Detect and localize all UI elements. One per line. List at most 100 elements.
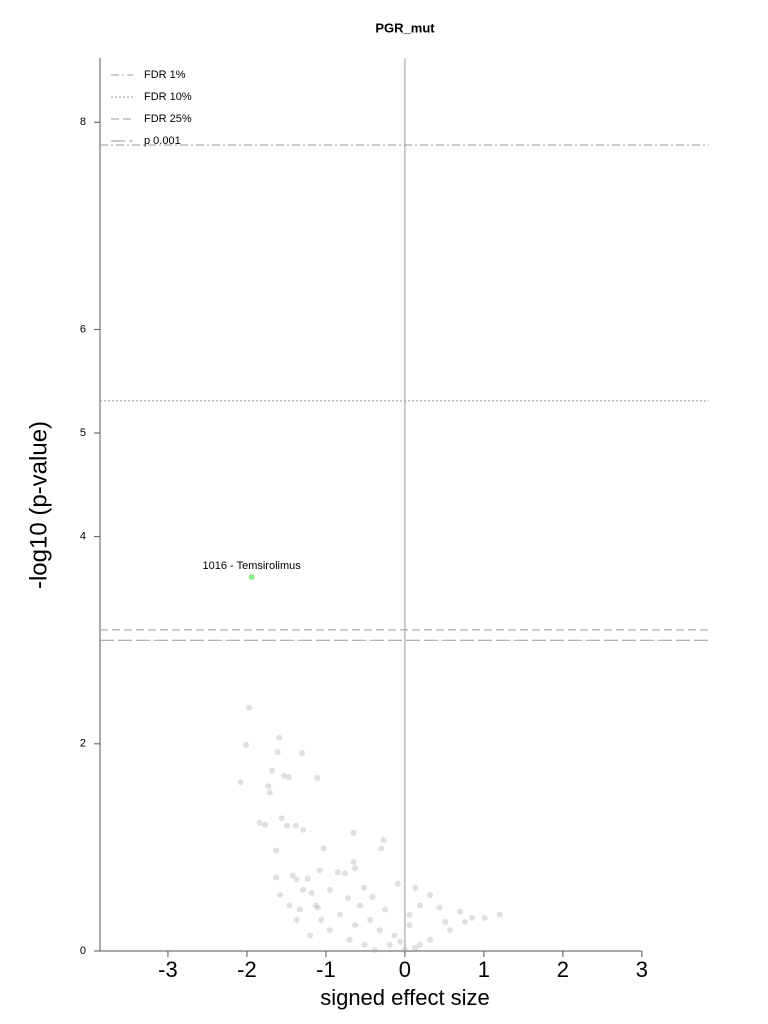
point (265, 783, 272, 790)
point (243, 741, 250, 748)
point (406, 911, 413, 918)
point (401, 946, 408, 953)
highlight-label: 1016 - Temsirolimus (203, 560, 302, 572)
point (391, 932, 398, 939)
point (427, 892, 434, 899)
point (406, 922, 413, 929)
point (496, 911, 503, 918)
x-tick-label: -2 (237, 957, 257, 982)
point (352, 922, 359, 929)
x-tick-label: -1 (316, 957, 336, 982)
point (296, 906, 303, 913)
point (412, 944, 419, 951)
x-tick-label: 2 (557, 957, 569, 982)
point (273, 874, 280, 881)
x-tick-label: 3 (636, 957, 648, 982)
x-tick-label: -3 (158, 957, 178, 982)
point (376, 927, 383, 934)
point (300, 826, 306, 833)
point (378, 845, 385, 852)
point (341, 870, 348, 877)
point (356, 902, 363, 909)
y-tick-label: 8 (80, 116, 86, 128)
point (299, 750, 306, 757)
point (367, 916, 374, 923)
point (360, 884, 367, 891)
point (346, 936, 353, 943)
highlight-point (248, 574, 255, 581)
point (274, 749, 281, 756)
point (394, 880, 401, 887)
point (337, 911, 344, 918)
point (292, 822, 299, 829)
legend-label: FDR 10% (144, 91, 192, 103)
point (273, 847, 280, 854)
point (345, 895, 352, 902)
point (312, 902, 319, 909)
point (285, 773, 292, 780)
point (350, 829, 357, 836)
point (416, 941, 423, 948)
point (278, 815, 285, 822)
point (318, 916, 325, 923)
y-tick-label: 2 (80, 738, 86, 750)
point (315, 904, 322, 911)
point (314, 774, 321, 781)
point (352, 865, 359, 872)
point (307, 932, 314, 939)
point (277, 892, 284, 899)
y-tick-label: 5 (80, 427, 86, 439)
point (412, 884, 419, 891)
point (246, 704, 253, 711)
point (293, 876, 300, 883)
point (457, 908, 464, 915)
point (386, 941, 393, 948)
point (308, 889, 315, 896)
point (382, 906, 389, 913)
x-axis-label: signed effect size (320, 985, 490, 1010)
legend-label: p 0.001 (144, 135, 181, 147)
y-tick-label: 6 (80, 323, 86, 335)
point (326, 886, 333, 893)
point (369, 894, 376, 901)
point (481, 914, 488, 921)
point (300, 886, 306, 893)
point (284, 822, 291, 829)
point (380, 837, 387, 844)
point (361, 941, 368, 948)
point (256, 819, 263, 826)
point (281, 772, 288, 779)
point (289, 872, 296, 879)
x-tick-label: 0 (399, 957, 411, 982)
point (334, 869, 341, 876)
point (397, 938, 404, 945)
point (269, 767, 276, 774)
point (416, 902, 423, 909)
legend-label: FDR 25% (144, 113, 192, 125)
x-tick-label: 1 (478, 957, 490, 982)
point (442, 918, 449, 925)
point (293, 916, 300, 923)
point (304, 875, 311, 882)
point (276, 734, 283, 741)
point (436, 904, 443, 911)
point (326, 927, 333, 934)
y-tick-label: 0 (80, 945, 86, 957)
chart-title: PGR_mut (375, 20, 435, 35)
point (316, 867, 323, 874)
point (237, 779, 244, 786)
point (469, 914, 476, 921)
y-tick-label: 4 (80, 531, 86, 543)
point (371, 946, 378, 953)
y-axis-label: -log10 (p-value) (25, 421, 52, 589)
point (461, 918, 468, 925)
point (350, 858, 357, 865)
legend-label: FDR 1% (144, 69, 186, 81)
point (320, 845, 327, 852)
point (427, 936, 434, 943)
point (286, 902, 293, 909)
point (262, 821, 269, 828)
point (446, 927, 453, 934)
point (266, 789, 273, 796)
